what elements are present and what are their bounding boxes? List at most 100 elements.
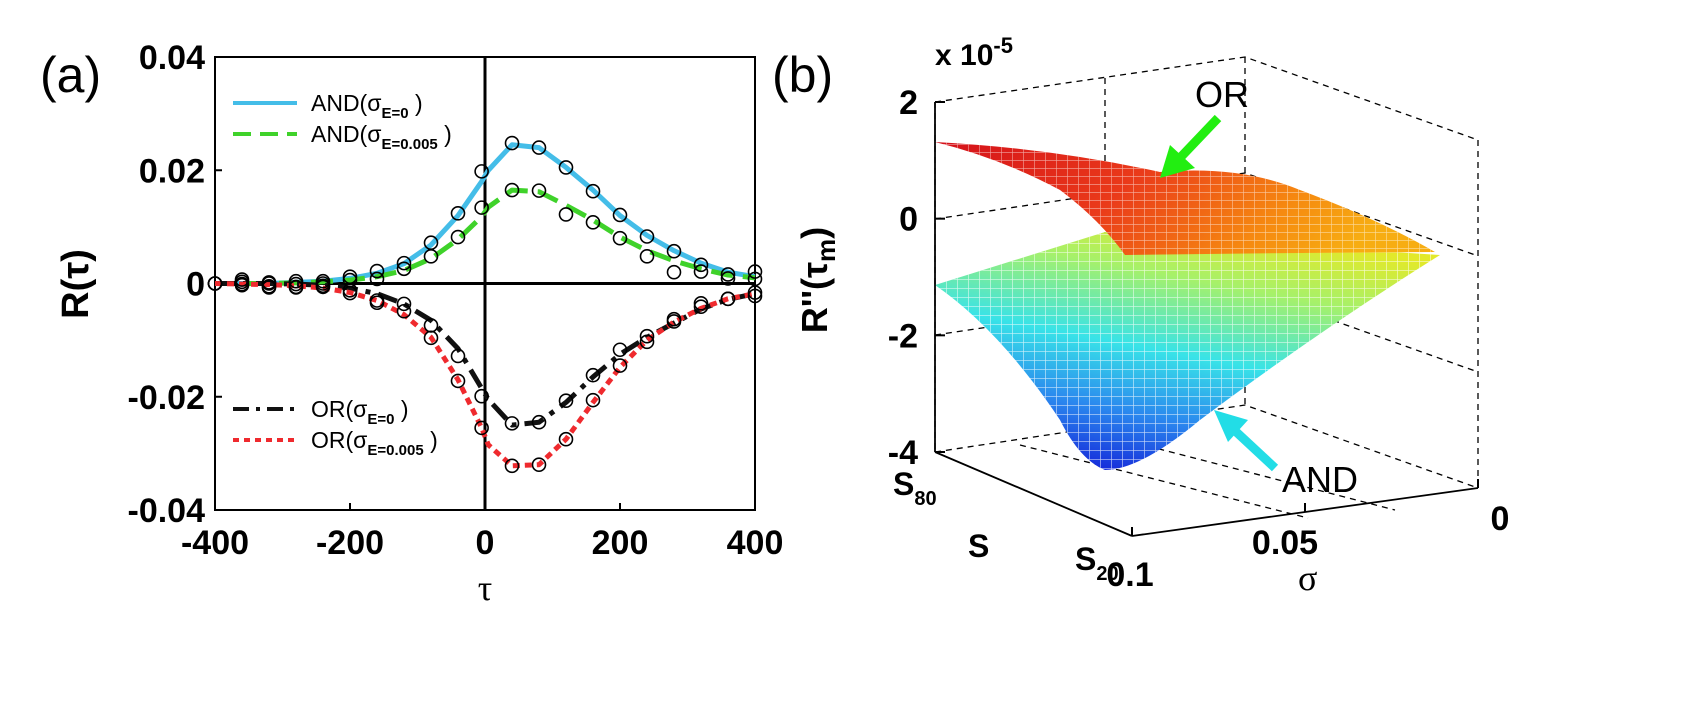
series-line-1 (215, 187, 756, 286)
series-marker-3 (531, 457, 547, 473)
box-floor-grid-1 (1019, 444, 1309, 519)
y-tick-label: 0.04 (139, 39, 205, 77)
y-tick-label: -0.04 (128, 492, 206, 530)
panel-b: 2 0 -2 -4 0.1 0.05 0 OR AND x 10-5 R''(τm) S80… (794, 33, 1509, 598)
series-marker-0 (612, 207, 628, 223)
series-marker-2 (450, 348, 466, 364)
s-axis-label: S (968, 528, 989, 564)
s-tick-20: S20 (1075, 541, 1119, 585)
series-line-0 (215, 142, 756, 286)
y-tick-label: 0.02 (139, 152, 205, 190)
y-tick-label: 0 (186, 266, 205, 304)
series-marker-2 (504, 416, 520, 431)
z-tick-label: 0 (899, 201, 918, 239)
series-marker-3 (369, 295, 385, 311)
series-marker-1 (504, 182, 520, 198)
series-marker-0 (558, 160, 574, 175)
series-marker-1 (585, 215, 601, 230)
x-tick-label: -200 (316, 524, 384, 562)
series-marker-0 (585, 183, 601, 199)
panel-label-a: (a) (40, 47, 101, 103)
series-marker-3 (693, 299, 709, 315)
series-marker-0 (639, 229, 655, 244)
series-marker-1 (369, 271, 385, 287)
box-grid-1 (934, 172, 1479, 257)
z-tick-label: -4 (888, 434, 918, 472)
legend-upper: AND(σE=0 ) AND(σE=0.005 ) (233, 90, 452, 153)
series-marker-3 (342, 285, 358, 301)
series-marker-1 (666, 264, 682, 280)
z-tick-label: -2 (888, 317, 918, 355)
series-marker-2 (639, 328, 655, 344)
series-marker-1 (423, 249, 439, 264)
series-marker-2 (612, 342, 628, 358)
z-axis-label-b: R''(τm) (794, 227, 841, 333)
series-marker-3 (234, 276, 250, 292)
series-marker-3 (612, 358, 628, 373)
series-marker-0 (531, 140, 547, 155)
y-axis-label-a: R(τ) (55, 249, 97, 319)
z-tick-label: 2 (899, 84, 918, 122)
x-tick-label: -400 (181, 524, 249, 562)
series-marker-1 (450, 229, 466, 245)
series-marker-0 (504, 135, 520, 151)
legend-lower: OR(σE=0 ) OR(σE=0.005 ) (233, 396, 438, 459)
panel-label-b: (b) (772, 47, 833, 103)
x-tick-label: 200 (592, 524, 649, 562)
series-marker-1 (474, 200, 489, 215)
series-marker-0 (369, 263, 385, 279)
series-marker-0 (693, 257, 709, 273)
legend-label-or-0: OR(σE=0 ) (311, 396, 409, 428)
and-surface-mesh (935, 232, 1440, 470)
and-arrow (1214, 410, 1279, 472)
series-marker-2 (474, 388, 489, 404)
sigma-axis-label: σ (1298, 558, 1317, 598)
and-annotation: AND (1282, 459, 1358, 500)
series-line-3 (214, 281, 756, 469)
s-tick-80: S80 (893, 466, 937, 510)
series-marker-1 (612, 230, 628, 246)
series-marker-3 (585, 392, 601, 408)
series-marker-3 (474, 420, 489, 436)
series-marker-1 (693, 264, 709, 279)
series-marker-3 (315, 279, 331, 295)
s-axis-line (934, 451, 1133, 537)
sigma-tick-label: 0.05 (1252, 524, 1318, 562)
or-surface-mesh (935, 142, 1435, 255)
series-marker-0 (450, 205, 466, 221)
sigma-tick-label: 0.1 (1106, 556, 1153, 594)
series-marker-1 (639, 249, 655, 264)
legend-label-and-0: AND(σE=0 ) (311, 90, 423, 122)
x-axis-label-a: τ (478, 568, 492, 608)
y-tick-label: -0.02 (128, 379, 206, 417)
box-grid-3 (934, 404, 1479, 489)
series-marker-3 (720, 291, 736, 307)
series-marker-0 (666, 243, 682, 259)
series-marker-1 (720, 271, 736, 286)
series-marker-1 (558, 207, 574, 222)
sigma-tick-label: 0 (1491, 500, 1510, 538)
series-marker-0 (747, 264, 763, 279)
legend-label-and-1: AND(σE=0.005 ) (311, 121, 452, 153)
series-marker-3 (207, 276, 223, 291)
series-marker-3 (396, 303, 412, 319)
series-marker-3 (666, 314, 682, 329)
series-marker-3 (423, 330, 439, 346)
series-marker-3 (450, 373, 466, 389)
series-marker-2 (585, 367, 601, 383)
series-marker-3 (747, 285, 763, 300)
x-tick-label: 0 (476, 524, 495, 562)
series-marker-3 (288, 280, 304, 295)
z-exponent: x 10-5 (935, 33, 1013, 72)
series-marker-2 (693, 296, 709, 311)
series-marker-0 (720, 267, 736, 282)
series-marker-3 (639, 334, 655, 350)
series-marker-0 (474, 164, 489, 179)
series-marker-3 (504, 458, 520, 474)
series-marker-1 (396, 261, 412, 277)
or-arrow (1160, 114, 1222, 178)
series-marker-3 (261, 280, 277, 295)
series-marker-3 (558, 431, 574, 447)
